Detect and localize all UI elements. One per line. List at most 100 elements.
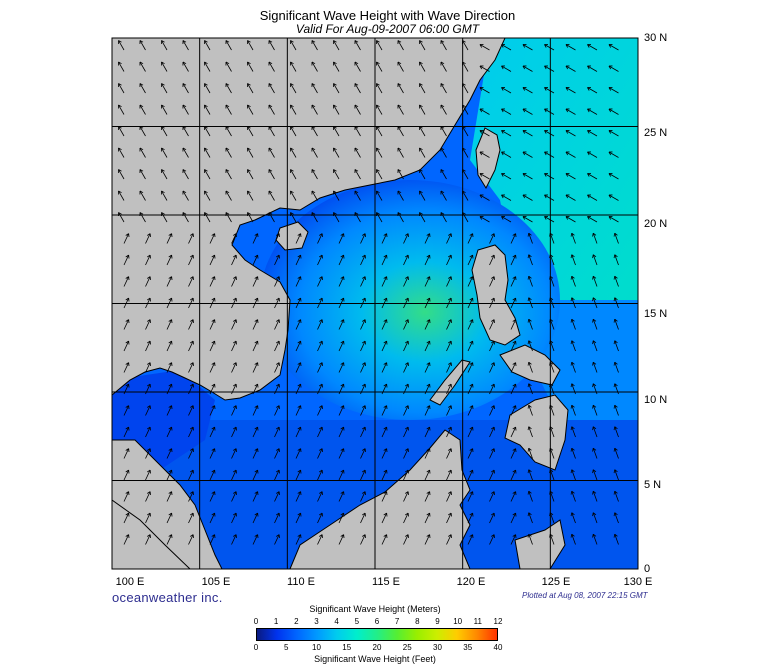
wave-arrow [274, 383, 280, 395]
wave-arrow [354, 104, 361, 115]
wave-arrow [295, 448, 302, 459]
wave-arrow [479, 194, 490, 201]
wave-arrow [317, 340, 323, 352]
map-title: Significant Wave Height with Wave Direct… [259, 8, 516, 23]
wave-arrow [440, 61, 447, 72]
map-subtitle: Valid For Aug-09-2007 06:00 GMT [295, 22, 480, 36]
wave-arrow [333, 169, 340, 180]
wave-arrow [403, 426, 409, 438]
wave-arrow [295, 319, 302, 330]
wave-arrow [544, 130, 555, 137]
wave-arrow [274, 319, 280, 330]
wave-arrow [587, 151, 598, 158]
wave-arrow [462, 169, 469, 180]
wave-arrow [522, 151, 533, 158]
wave-arrow [446, 362, 452, 373]
wave-arrow [403, 383, 409, 395]
wave-arrow [333, 212, 340, 223]
wave-arrow [565, 194, 576, 201]
wave-arrow [225, 83, 232, 94]
wave-arrow [381, 512, 388, 524]
wave-arrow [549, 447, 555, 459]
wave-arrow [252, 448, 259, 459]
wave-arrow [613, 361, 619, 373]
wave-arrow [123, 426, 130, 438]
wave-arrow [489, 233, 495, 244]
wave-arrow [123, 448, 130, 459]
wave-arrow [570, 404, 576, 416]
wave-arrow [570, 232, 576, 244]
wave-arrow [145, 405, 151, 416]
wave-arrow [489, 534, 495, 545]
wave-arrow [467, 383, 474, 395]
wave-arrow [209, 448, 216, 459]
wave-arrow [295, 405, 302, 416]
feet-tick-label: 30 [433, 643, 442, 652]
wave-arrow [376, 104, 383, 115]
wave-arrow [231, 362, 237, 373]
wave-arrow [419, 83, 426, 94]
wave-arrow [376, 83, 383, 94]
wave-arrow [311, 169, 318, 180]
wave-arrow [338, 276, 345, 287]
wave-arrow [231, 469, 237, 481]
wave-arrow [544, 65, 555, 72]
wave-arrow [544, 151, 555, 158]
lat-label-25n: 25 N [644, 127, 668, 139]
wave-arrow [403, 297, 409, 309]
wave-arrow [295, 362, 302, 373]
wave-arrow [479, 44, 490, 51]
wave-arrow [225, 40, 232, 51]
wave-arrow [139, 40, 146, 51]
wave-arrow [209, 405, 216, 416]
wave-arrow [311, 61, 318, 72]
wave-arrow [145, 233, 151, 244]
wave-arrow [295, 276, 302, 287]
wave-arrow [166, 254, 173, 266]
wave-arrow [510, 276, 517, 287]
lat-label-5n: 5 N [644, 479, 662, 491]
wave-arrow [587, 194, 598, 201]
wave-arrow [247, 190, 254, 201]
wave-arrow [489, 362, 495, 373]
wave-arrow [403, 534, 409, 545]
wave-arrow [381, 297, 388, 309]
wave-arrow [360, 254, 366, 266]
wave-arrow [419, 126, 426, 137]
wave-arrow [317, 254, 323, 266]
wave-arrow [166, 491, 173, 502]
meter-tick-label: 12 [493, 617, 503, 626]
lat-label-30n: 30 N [644, 32, 668, 44]
wave-arrow [527, 490, 533, 502]
meter-tick-label: 0 [253, 617, 259, 626]
wave-arrow [360, 469, 366, 481]
wave-arrow [274, 469, 280, 481]
wave-arrow [446, 534, 452, 545]
plotted-timestamp: Plotted at Aug 08, 2007 22:15 GMT [522, 591, 648, 600]
wave-arrow [166, 340, 173, 352]
wave-arrow [549, 340, 555, 352]
sea-central [260, 180, 560, 420]
wave-arrow [446, 340, 452, 352]
wave-arrow [419, 61, 426, 72]
wave-arrow [613, 533, 619, 545]
wave-arrow [145, 297, 151, 309]
wave-arrow [290, 61, 297, 72]
wave-arrow [252, 319, 259, 330]
wave-arrow [479, 216, 490, 223]
wave-arrow [166, 276, 173, 287]
wave-arrow [570, 512, 576, 524]
wave-arrow [446, 469, 452, 481]
wave-arrow [333, 83, 340, 94]
feet-tick-label: 0 [253, 643, 259, 652]
wave-arrow [204, 104, 211, 115]
wave-arrow [311, 212, 318, 223]
wave-arrow [440, 190, 447, 201]
wave-arrow [467, 340, 474, 352]
wave-arrow [139, 61, 146, 72]
wave-arrow [317, 297, 323, 309]
wave-arrow [446, 426, 452, 438]
wave-arrow [182, 40, 189, 51]
wave-arrow [118, 169, 125, 180]
wave-arrow [467, 362, 474, 373]
